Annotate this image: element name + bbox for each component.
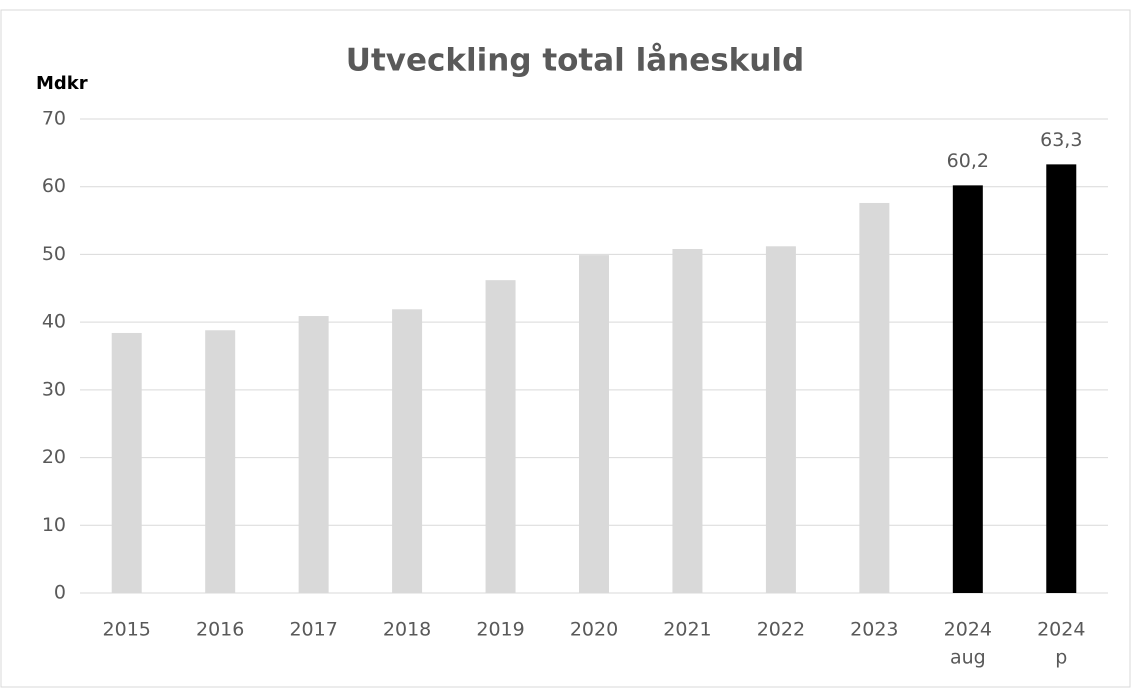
chart-border — [0, 9, 1131, 688]
x-tick-label: aug — [950, 647, 986, 669]
y-tick-label: 40 — [42, 311, 66, 333]
y-tick-label: 10 — [42, 514, 66, 536]
x-tick-label: 2017 — [289, 619, 337, 641]
y-tick-label: 60 — [42, 175, 66, 197]
y-tick-label: 50 — [42, 243, 66, 265]
y-tick-label: 20 — [42, 446, 66, 468]
x-tick-label: 2021 — [663, 619, 711, 641]
bar — [672, 249, 703, 594]
x-tick-label: 2019 — [476, 619, 524, 641]
x-tick-label: 2023 — [850, 619, 898, 641]
y-tick-label: 0 — [54, 582, 66, 604]
bar — [765, 246, 796, 593]
bar — [111, 332, 142, 593]
bar — [392, 309, 423, 593]
data-label: 63,3 — [1040, 129, 1082, 151]
x-tick-label: 2024 — [1037, 619, 1085, 641]
y-tick-label: 70 — [42, 108, 66, 130]
bar — [1046, 164, 1077, 593]
bar — [205, 330, 236, 593]
y-tick-label: 30 — [42, 378, 66, 400]
x-tick-label: 2018 — [383, 619, 431, 641]
chart-title: Utveckling total låneskuld — [346, 43, 804, 79]
bar — [952, 185, 983, 594]
y-axis-label: Mdkr — [36, 73, 88, 94]
bar — [859, 202, 890, 594]
bar — [485, 280, 516, 593]
x-tick-label: 2016 — [196, 619, 244, 641]
x-tick-label: 2015 — [103, 619, 151, 641]
bar — [579, 255, 609, 593]
x-tick-label: p — [1055, 647, 1067, 669]
x-tick-label: 2020 — [570, 619, 618, 641]
data-label: 60,2 — [947, 150, 989, 172]
x-tick-label: 2022 — [757, 619, 805, 641]
bar — [298, 316, 329, 593]
x-tick-label: 2024 — [944, 619, 992, 641]
